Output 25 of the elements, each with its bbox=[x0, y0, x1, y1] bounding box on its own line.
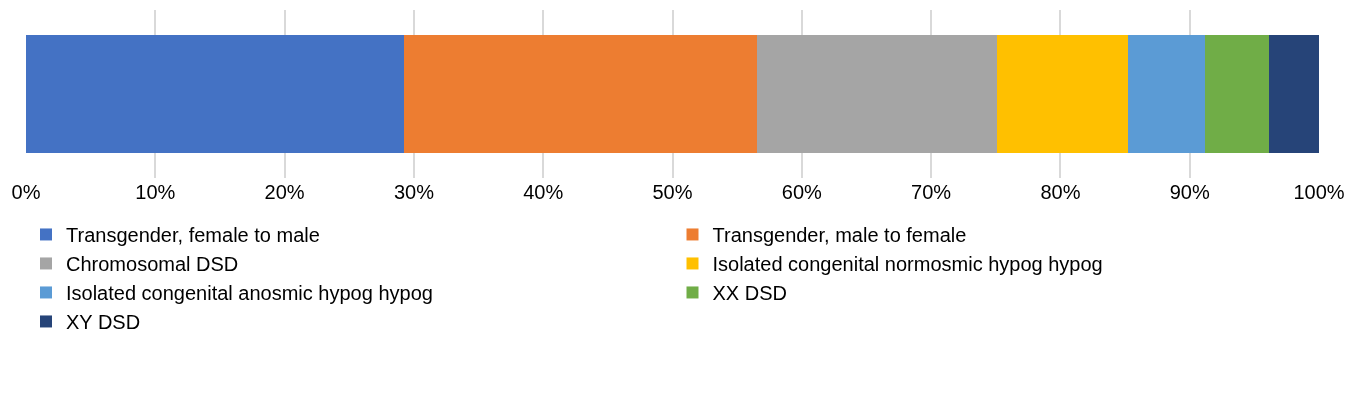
x-tick-label: 100% bbox=[1293, 181, 1345, 203]
x-tick-label: 10% bbox=[135, 181, 176, 203]
legend-label: Isolated congenital anosmic hypog hypog bbox=[66, 282, 433, 305]
legend-label: Isolated congenital normosmic hypog hypog bbox=[712, 253, 1103, 276]
legend-label: Transgender, female to male bbox=[66, 224, 320, 247]
legend-label: Transgender, male to female bbox=[712, 224, 967, 247]
x-tick-label: 90% bbox=[1169, 181, 1210, 203]
x-tick-label: 60% bbox=[781, 181, 823, 203]
legend-label: Chromosomal DSD bbox=[66, 253, 239, 276]
x-tick-label: 50% bbox=[652, 181, 693, 203]
bar bbox=[1205, 35, 1269, 153]
bar bbox=[26, 35, 404, 153]
bar bbox=[756, 35, 998, 153]
legend-label: XX DSD bbox=[712, 282, 787, 305]
x-tick-label: 0% bbox=[11, 181, 41, 203]
bar bbox=[1127, 35, 1206, 153]
x-tick-label: 30% bbox=[393, 181, 435, 203]
x-tick-label: 70% bbox=[911, 181, 952, 203]
bar bbox=[1268, 35, 1319, 153]
x-tick-label: 20% bbox=[264, 181, 305, 203]
bar bbox=[997, 35, 1128, 153]
x-tick-label: 80% bbox=[1040, 181, 1081, 203]
legend-label: XY DSD bbox=[66, 311, 141, 334]
bar bbox=[403, 35, 757, 153]
x-tick-label: 40% bbox=[523, 181, 564, 203]
